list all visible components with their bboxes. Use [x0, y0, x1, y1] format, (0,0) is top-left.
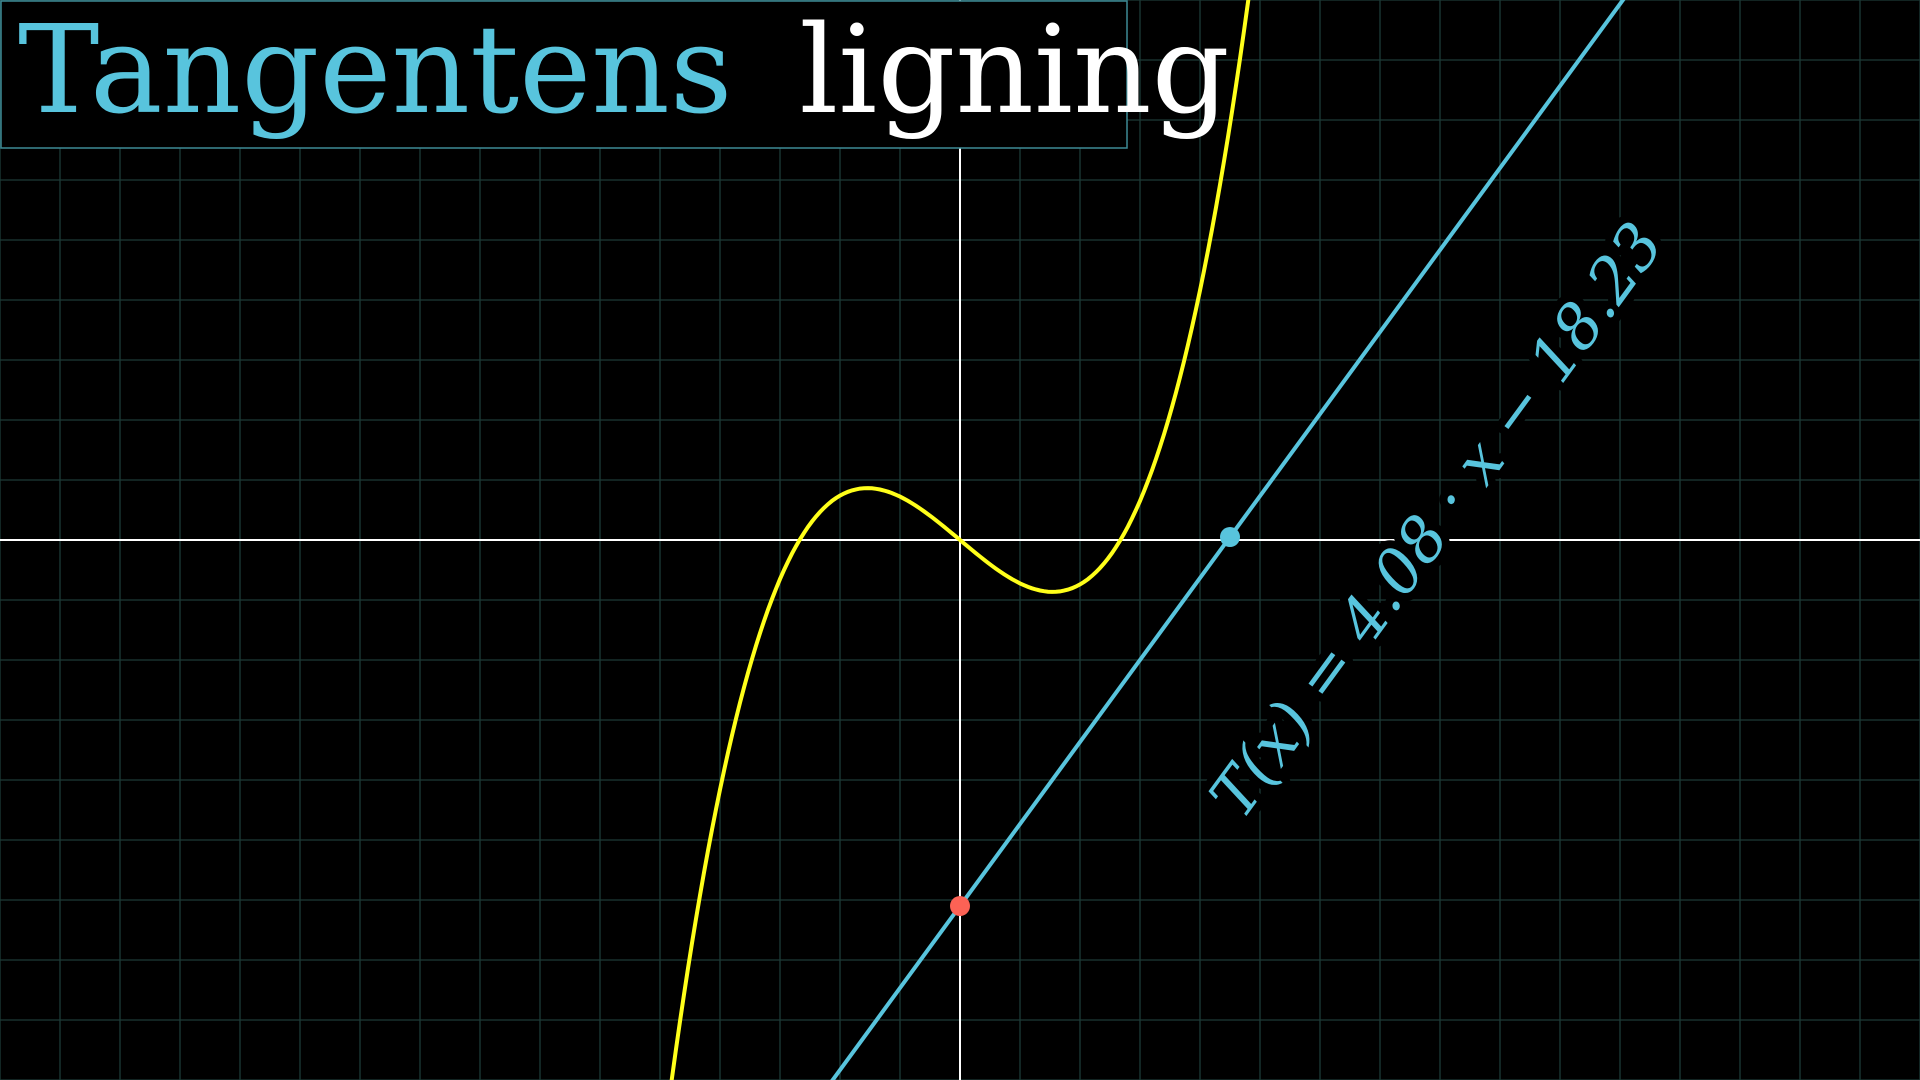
title-block: Tangentens ligning [0, 0, 1230, 149]
tangent-point [1220, 527, 1240, 547]
cubic-curve [669, 0, 1251, 1080]
title-word-2: ligning [799, 0, 1229, 141]
title-text: Tangentens ligning [18, 0, 1230, 141]
title-word-1: Tangentens [18, 0, 733, 141]
y-intercept-point [950, 896, 970, 916]
title-box [0, 0, 1128, 149]
